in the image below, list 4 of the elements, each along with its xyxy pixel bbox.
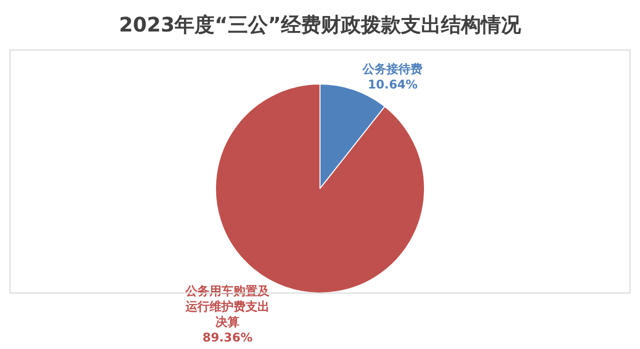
chart-title: 2023年度“三公”经费财政拨款支出结构情况 bbox=[119, 12, 522, 36]
data-label: 89.36% bbox=[202, 330, 253, 345]
data-label: 10.64% bbox=[368, 77, 418, 92]
slice-label: 公务接待费 bbox=[362, 62, 423, 76]
